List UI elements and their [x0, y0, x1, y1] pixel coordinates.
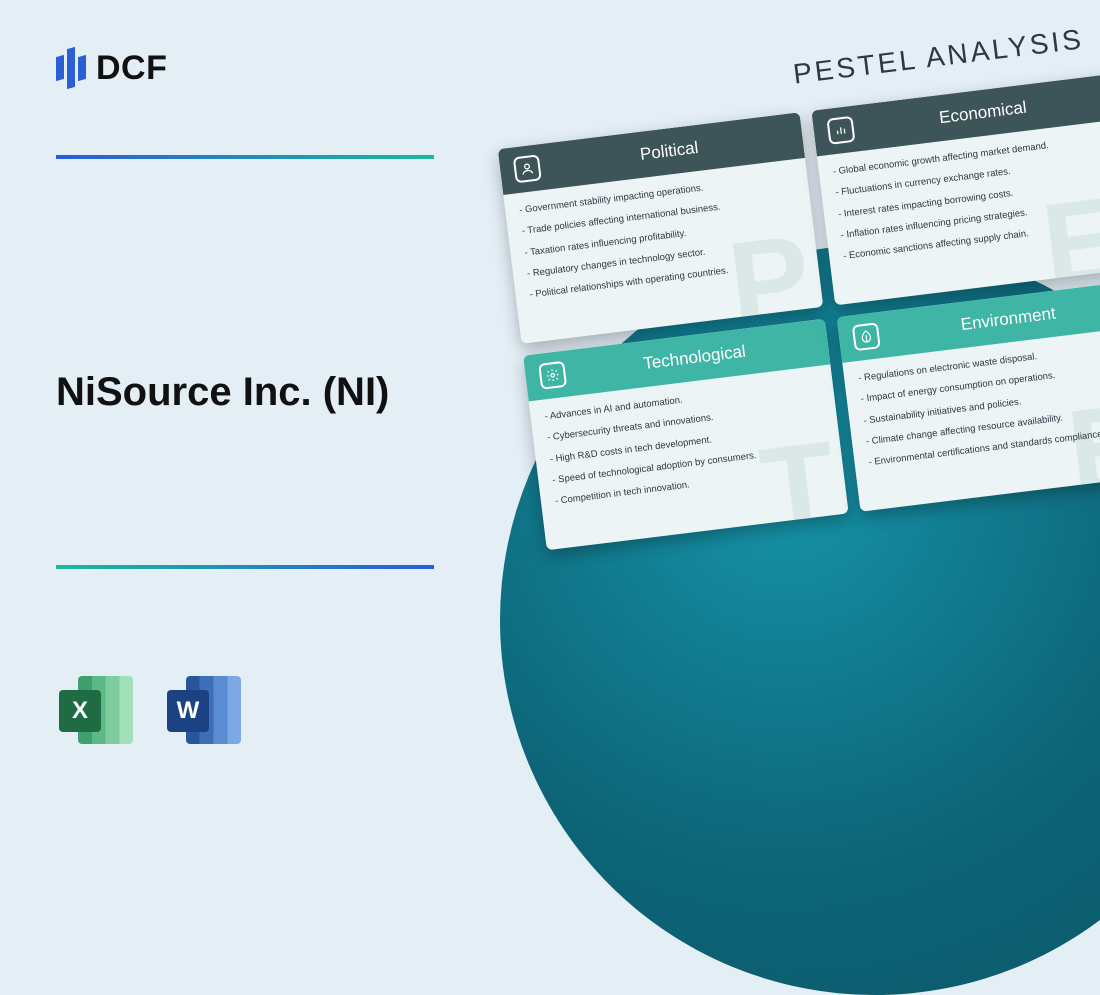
word-badge: W	[167, 690, 209, 732]
pestel-cards-area: PESTEL ANALYSIS Political P - Government…	[498, 74, 1100, 551]
logo-area: DCF	[56, 48, 167, 88]
app-icons: X W	[56, 670, 244, 750]
leaf-icon	[852, 322, 881, 351]
card-technological: Technological T - Advances in AI and aut…	[523, 319, 849, 551]
gear-icon	[538, 361, 567, 390]
page-title: NiSource Inc. (NI)	[56, 370, 389, 415]
logo-text: DCF	[96, 49, 167, 88]
divider-bottom	[56, 565, 434, 569]
excel-icon[interactable]: X	[56, 670, 136, 750]
card-environment: Environment E - Regulations on electroni…	[837, 280, 1100, 512]
card-economical: Economical E - Global economic growth af…	[811, 74, 1100, 306]
pestel-heading: PESTEL ANALYSIS	[791, 23, 1085, 90]
word-icon[interactable]: W	[164, 670, 244, 750]
card-grid: Political P - Government stability impac…	[498, 74, 1100, 551]
person-icon	[513, 154, 542, 183]
logo-icon	[56, 48, 86, 88]
card-political: Political P - Government stability impac…	[498, 112, 824, 344]
divider-top	[56, 155, 434, 159]
excel-badge: X	[59, 690, 101, 732]
chart-icon	[826, 116, 855, 145]
